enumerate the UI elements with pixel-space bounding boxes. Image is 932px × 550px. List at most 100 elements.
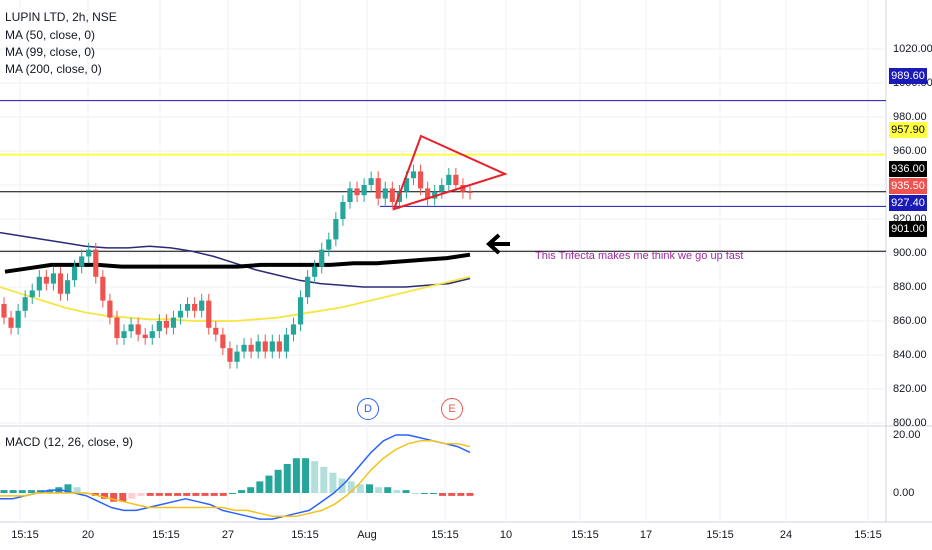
candle [403, 178, 410, 192]
macd-histogram-bar [46, 490, 54, 493]
candle [234, 351, 240, 362]
candle [8, 317, 14, 328]
triangle-pattern [392, 134, 508, 211]
macd-histogram-bar [457, 493, 465, 496]
macd-histogram-bar [192, 493, 200, 496]
ma50-legend[interactable]: MA (50, close, 0) [5, 28, 96, 42]
candle [86, 249, 92, 257]
macd-histogram-bar [448, 493, 456, 496]
macd-histogram-bar [274, 469, 282, 493]
candle [417, 171, 424, 189]
candle [439, 185, 445, 192]
ma99-legend[interactable]: MA (99, close, 0) [5, 45, 96, 59]
macd-histogram-bar [155, 493, 163, 496]
candle [312, 266, 318, 277]
candle [1, 304, 7, 318]
ma200-legend[interactable]: MA (200, close, 0) [5, 62, 102, 76]
ma-yellow-line [0, 275, 471, 322]
macd-histogram-bar [201, 493, 209, 496]
macd-histogram-bar [73, 487, 81, 493]
macd-histogram-bar [219, 493, 227, 496]
earnings-event-marker[interactable]: E [441, 398, 463, 420]
macd-histogram-bar [174, 493, 182, 496]
macd-histogram-bar [265, 475, 273, 493]
macd-histogram-bar [320, 466, 328, 493]
price-tag-936-00: 936.00 [889, 161, 927, 177]
candle [389, 188, 395, 202]
macd-legend[interactable]: MACD (12, 26, close, 9) [5, 435, 134, 449]
macd-histogram-bar [283, 464, 291, 493]
candle [326, 239, 332, 250]
candle [227, 348, 233, 362]
candle [29, 290, 35, 298]
macd-histogram-bar [210, 493, 218, 496]
macd-histogram-bar [137, 493, 145, 496]
time-tick-11: 24 [779, 529, 793, 541]
candle [248, 344, 254, 352]
macd-histogram-bar [429, 493, 437, 494]
candle [290, 324, 297, 335]
time-tick-5: Aug [357, 529, 377, 541]
candle [453, 174, 459, 185]
candle [410, 171, 417, 179]
candle [156, 321, 162, 332]
candle [206, 300, 212, 328]
candle [184, 304, 191, 311]
time-tick-4: 15:15 [291, 529, 319, 541]
macd-histogram-bar [292, 458, 300, 493]
candle [36, 276, 42, 291]
candle [297, 297, 304, 325]
time-tick-9: 17 [639, 529, 653, 541]
macd-histogram-bar [228, 493, 236, 494]
candle [107, 300, 113, 318]
candle [128, 324, 134, 332]
price-tag-901-00: 901.00 [889, 221, 927, 237]
macd-histogram-bar [466, 493, 474, 496]
macd-histogram-bar [238, 490, 246, 493]
candle [142, 334, 148, 338]
trifecta-annotation[interactable]: This Trifecta makes me think we go up fa… [535, 250, 744, 262]
macd-histogram-bar [356, 484, 364, 493]
candle [305, 276, 311, 298]
candle [354, 188, 360, 196]
price-tag-927-40: 927.40 [889, 195, 927, 211]
candle [64, 280, 71, 294]
candle [361, 185, 367, 196]
macd-histogram-bar [64, 484, 72, 493]
macd-histogram-bar [101, 493, 109, 499]
price-tick-8: 860.00 [893, 315, 927, 327]
candle [177, 310, 184, 318]
candle [460, 185, 466, 192]
candle [276, 341, 282, 352]
arrow-icon [486, 233, 501, 255]
dividend-event-marker[interactable]: D [357, 398, 379, 420]
macd-signal-line [0, 440, 471, 517]
macd-histogram-bar [0, 490, 8, 493]
price-tag-989-60: 989.60 [889, 68, 927, 84]
macd-histogram-bar [146, 493, 154, 496]
time-tick-10: 15:15 [706, 529, 734, 541]
time-tick-6: 15:15 [431, 529, 459, 541]
symbol-title[interactable]: LUPIN LTD, 2h, NSE [5, 10, 117, 24]
candle [50, 273, 57, 284]
ma-navy-line [0, 231, 471, 288]
candle [213, 327, 219, 335]
macd-histogram-bar [247, 487, 255, 493]
candle [368, 178, 374, 185]
candle [283, 334, 290, 352]
time-tick-7: 10 [499, 529, 513, 541]
candle [57, 273, 64, 294]
price-tick-7: 880.00 [893, 281, 927, 293]
candle [43, 276, 49, 284]
candle [192, 304, 198, 311]
price-tick-3: 960.00 [893, 145, 927, 157]
macd-tick-1: 0.00 [893, 487, 915, 499]
time-tick-1: 20 [81, 529, 95, 541]
macd-histogram-bar [329, 472, 337, 493]
macd-histogram-bar [9, 490, 17, 493]
candle [347, 188, 353, 202]
candle [467, 191, 473, 193]
time-tick-12: 15:15 [854, 529, 882, 541]
candle [22, 297, 28, 311]
